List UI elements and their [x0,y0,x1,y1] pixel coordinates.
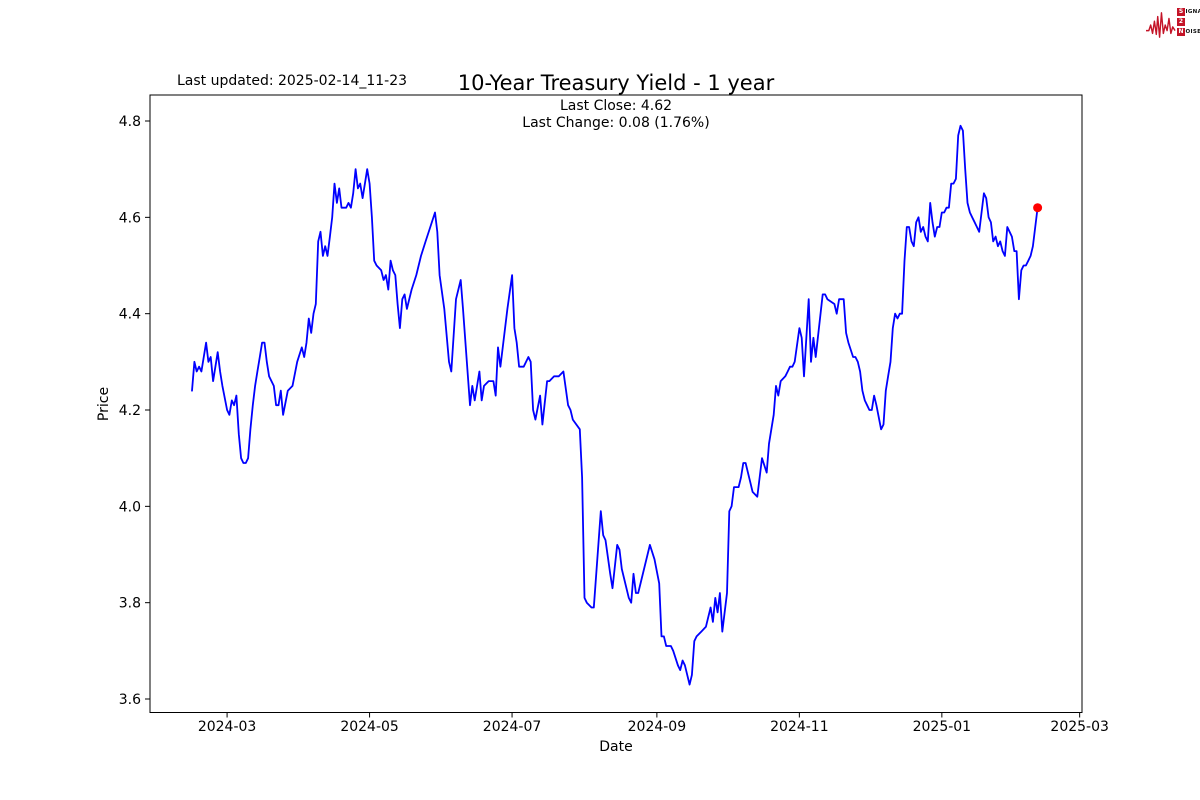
logo-letter-box-2: 2 [1177,18,1185,26]
x-tick-label: 2024-09 [628,719,687,735]
logo-letter-box-n: N [1177,28,1185,36]
signal2noise-logo: S IGNAL 2 N OISE [1146,4,1200,44]
logo-waveform-icon [1146,12,1176,38]
x-tick-label: 2025-01 [913,719,972,735]
y-tick-label: 4.2 [119,403,141,419]
logo-letter-box-s: S [1177,8,1185,16]
chart-annotation: Last Close: 4.62 Last Change: 0.08 (1.76… [150,98,1082,132]
x-axis-label: Date [599,739,633,755]
x-tick-label: 2024-07 [483,719,542,735]
last-close-annotation: Last Close: 4.62 [559,98,673,114]
y-tick-label: 3.6 [119,692,141,708]
x-tick-label: 2024-11 [770,719,829,735]
logo-row-noise: N OISE [1177,28,1200,36]
chart-title: 10-Year Treasury Yield - 1 year [457,71,775,95]
logo-word-signal: IGNAL [1185,9,1200,15]
price-line [191,124,1039,686]
plot-frame [149,94,1083,713]
logo-row-signal: S IGNAL [1177,8,1200,16]
y-tick-label: 4.0 [119,499,141,515]
last-change-annotation: Last Change: 0.08 (1.76%) [522,115,710,131]
logo-wordmark: S IGNAL 2 N OISE [1177,8,1200,36]
last-updated-label: Last updated: 2025-02-14_11-23 [177,73,408,89]
y-tick-label: 4.8 [119,114,141,130]
y-tick-label: 4.4 [119,307,141,323]
y-tick-label: 3.8 [119,596,141,612]
x-tick-label: 2024-05 [340,719,399,735]
x-tick-label: 2025-03 [1050,719,1109,735]
y-tick-label: 4.6 [119,210,141,226]
logo-row-2: 2 [1177,18,1200,26]
last-price-marker [1033,203,1043,213]
x-tick-label: 2024-03 [198,719,257,735]
logo-word-noise: OISE [1185,29,1200,35]
